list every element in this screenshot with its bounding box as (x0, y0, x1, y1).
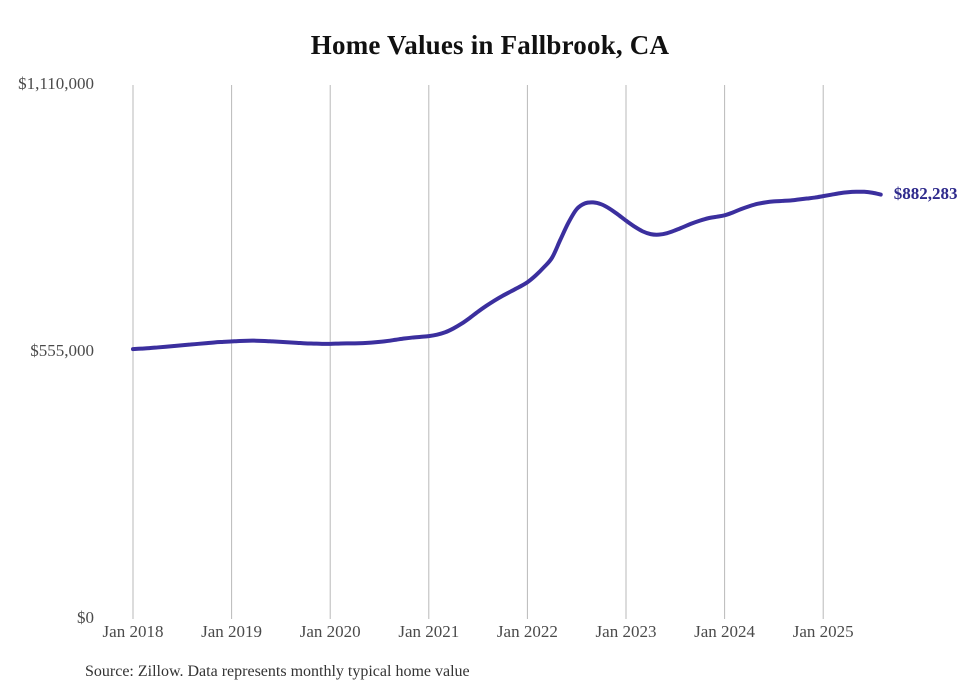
y-axis-tick-label-top: $1,110,000 (18, 74, 94, 93)
x-axis-tick-label-jan-2024: Jan 2024 (694, 622, 756, 641)
home-value-line (131, 189, 883, 352)
x-axis-tick-label-jan-2021: Jan 2021 (398, 622, 460, 641)
gridlines-group (132, 85, 824, 619)
x-axis-tick-label-jan-2022: Jan 2022 (496, 622, 558, 641)
x-axis-tick-label-jan-2025: Jan 2025 (792, 622, 854, 641)
chart-title: Home Values in Fallbrook, CA (310, 30, 670, 60)
x-axis-tick-label-jan-2019: Jan 2019 (201, 622, 263, 641)
x-axis-tick-label-jan-2018: Jan 2018 (102, 622, 164, 641)
y-axis-tick-label-bottom: $0 (77, 608, 94, 627)
series-end-value-label: $882,283 (893, 183, 958, 203)
x-axis-tick-label-jan-2020: Jan 2020 (299, 622, 361, 641)
x-axis-tick-label-jan-2023: Jan 2023 (595, 622, 657, 641)
y-axis-tick-label-mid: $555,000 (30, 341, 94, 360)
source-note: Source: Zillow. Data represents monthly … (85, 663, 470, 680)
